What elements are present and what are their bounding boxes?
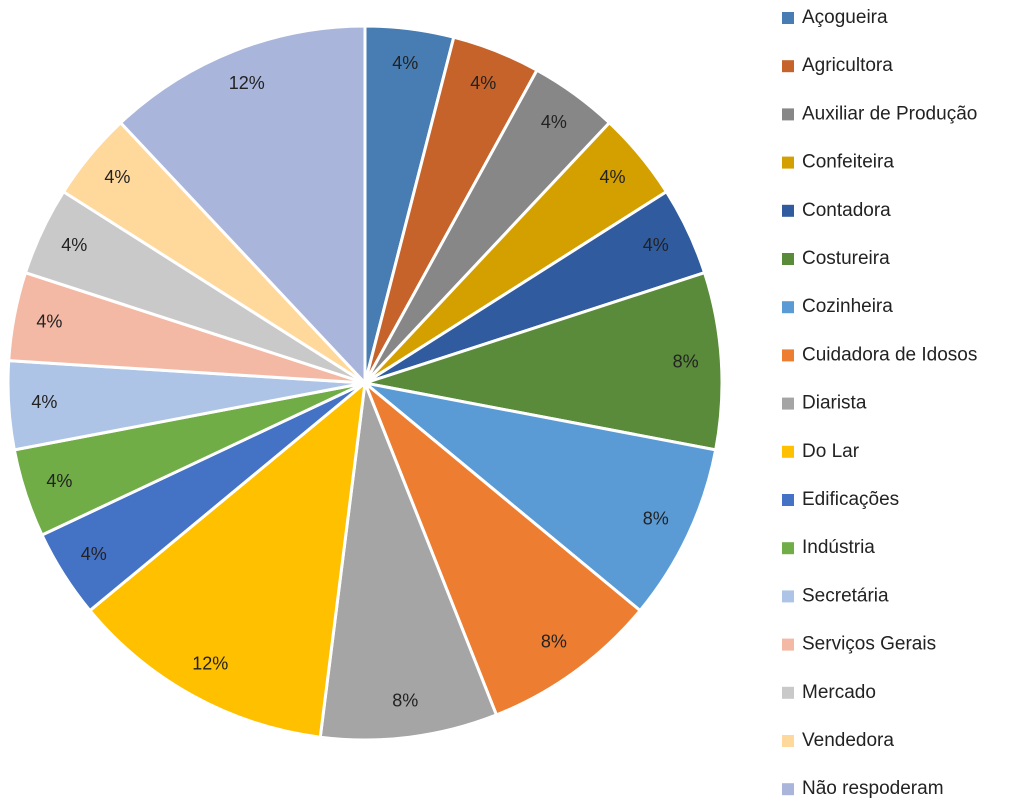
slice-label: 8%: [673, 352, 699, 372]
slice-label: 4%: [392, 53, 418, 73]
legend-label: Mercado: [802, 682, 876, 703]
legend-label: Diarista: [802, 393, 867, 414]
legend-label: Açogueira: [802, 7, 888, 28]
slice-label: 4%: [541, 112, 567, 132]
slice: [318, 382, 499, 742]
legend-swatch: [782, 686, 794, 699]
legend-label: Costureira: [802, 248, 890, 269]
slice: [364, 381, 718, 613]
legend-label: Agricultora: [802, 55, 893, 76]
legend-label: Confeiteira: [802, 152, 894, 173]
slice-label: 4%: [81, 544, 107, 564]
legend-swatch: [782, 12, 794, 24]
legend-swatch: [782, 783, 794, 796]
slice-label: 4%: [31, 392, 57, 412]
slice-label: 4%: [470, 73, 496, 93]
legend-swatch: [782, 397, 794, 410]
slice-label: 4%: [104, 167, 130, 187]
legend-label: Edificações: [802, 489, 899, 510]
legend-swatch: [782, 108, 794, 121]
legend-swatch: [782, 445, 794, 458]
slice-label: 4%: [36, 312, 62, 332]
slice-label: 12%: [192, 653, 228, 673]
legend-swatch: [782, 638, 794, 651]
legend-label: Cuidadora de Idosos: [802, 344, 977, 365]
legend-swatch: [782, 60, 794, 73]
legend-label: Secretária: [802, 585, 889, 606]
legend-swatch: [782, 349, 794, 362]
legend-swatch: [782, 156, 794, 169]
legend-label: Contadora: [802, 200, 891, 221]
legend-label: Do Lar: [802, 441, 860, 462]
legend-swatch: [782, 542, 794, 555]
legend-label: Vendedora: [802, 730, 894, 751]
legend-swatch: [782, 590, 794, 603]
legend-swatch: [782, 494, 794, 506]
slice-label: 8%: [541, 632, 567, 652]
legend-label: Cozinheira: [802, 296, 893, 317]
legend-swatch: [782, 253, 794, 265]
slice-label: 4%: [61, 235, 87, 255]
legend-label: Indústria: [802, 537, 875, 558]
slice-label: 4%: [600, 167, 626, 187]
slice-label: 12%: [229, 73, 265, 93]
slice-label: 4%: [643, 235, 669, 255]
slice: [364, 270, 724, 452]
legend-swatch: [782, 301, 794, 314]
slice-label: 8%: [643, 509, 669, 529]
slice: [118, 24, 367, 387]
legend-label: Serviços Gerais: [802, 634, 936, 655]
legend-swatch: [782, 204, 794, 217]
slice: [363, 381, 643, 717]
slice-label: 8%: [392, 691, 418, 711]
legend-label: Não respoderam: [802, 778, 944, 799]
slice: [87, 379, 367, 739]
legend-swatch: [782, 735, 794, 747]
slice-label: 4%: [46, 471, 72, 491]
legend-label: Auxiliar de Produção: [802, 103, 977, 124]
